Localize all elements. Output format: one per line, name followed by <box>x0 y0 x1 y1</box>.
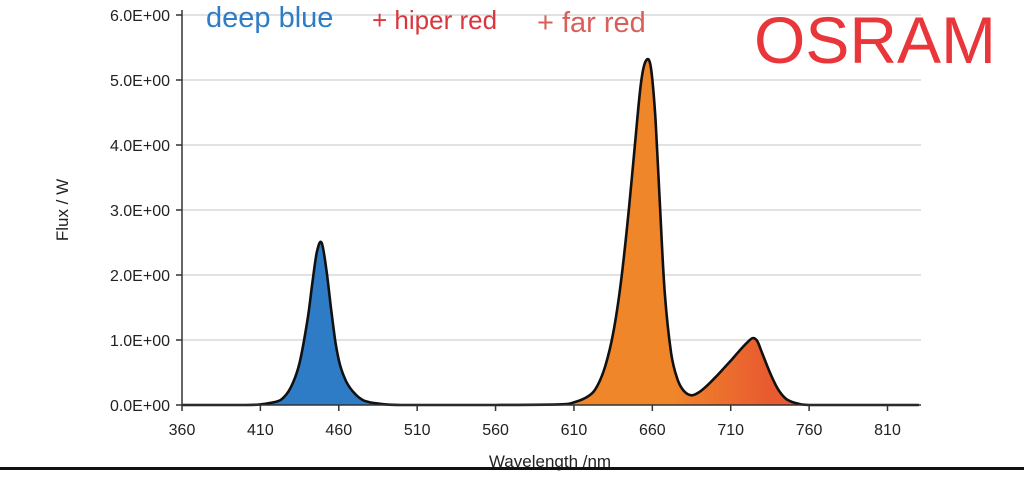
spectrum-line <box>182 57 919 407</box>
x-tick-label: 760 <box>796 422 823 439</box>
x-tick-labels: 360 410 460 510 560 610 660 710 760 810 <box>169 422 901 439</box>
x-tick-label: 660 <box>639 422 666 439</box>
y-axis-title: Flux / W <box>53 179 72 241</box>
y-tick-label: 3.0E+00 <box>110 203 170 220</box>
annotation-deep-blue: deep blue <box>206 2 334 34</box>
osram-logo-text: OSRAM <box>754 3 997 77</box>
bottom-divider <box>0 467 1024 470</box>
x-tick-label: 360 <box>169 422 196 439</box>
x-tick-label: 710 <box>717 422 744 439</box>
y-tick-label: 6.0E+00 <box>110 8 170 25</box>
spectrum-area <box>182 57 919 407</box>
y-tick-label: 1.0E+00 <box>110 333 170 350</box>
x-axis-title: Wavelength /nm <box>489 452 611 471</box>
annotation-hiper-red: + hiper red <box>372 5 498 35</box>
y-tick-label: 0.0E+00 <box>110 398 170 415</box>
x-tick-label: 560 <box>482 422 509 439</box>
y-tick-label: 4.0E+00 <box>110 138 170 155</box>
spectrum-fill <box>182 59 919 406</box>
x-tick-label: 410 <box>247 422 274 439</box>
axes <box>176 10 921 411</box>
x-tick-label: 460 <box>325 422 352 439</box>
x-tick-label: 510 <box>404 422 431 439</box>
annotation-far-red: + far red <box>537 7 646 39</box>
y-tick-labels: 0.0E+00 1.0E+00 2.0E+00 3.0E+00 4.0E+00 5.0E+… <box>110 8 170 415</box>
y-tick-label: 5.0E+00 <box>110 73 170 90</box>
x-tick-label: 610 <box>561 422 588 439</box>
y-tick-label: 2.0E+00 <box>110 268 170 285</box>
gridlines <box>182 14 921 341</box>
x-tick-label: 810 <box>874 422 901 439</box>
